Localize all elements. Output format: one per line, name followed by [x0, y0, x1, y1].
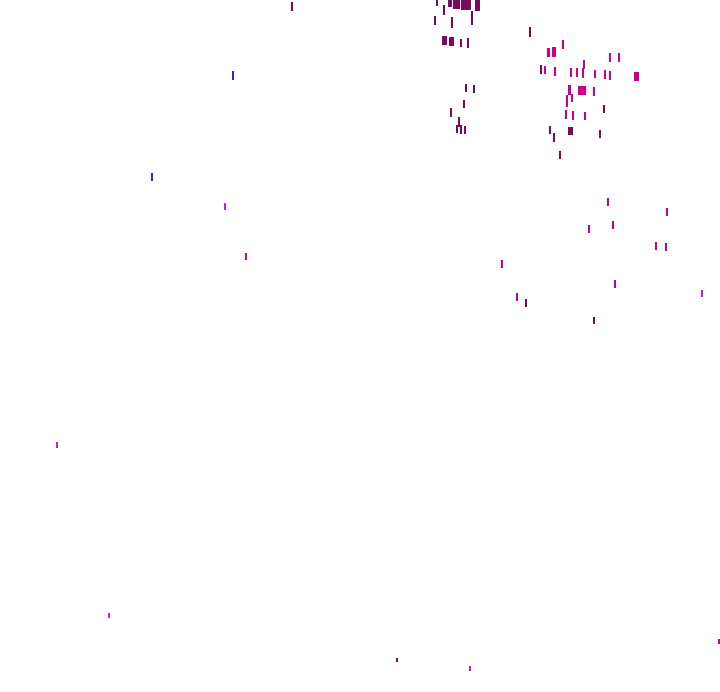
mark: [588, 225, 590, 233]
mark: [151, 173, 153, 181]
mark: [442, 36, 447, 45]
mark: [460, 125, 462, 134]
mark: [473, 85, 475, 93]
mark: [224, 203, 226, 210]
mark: [607, 198, 609, 206]
mark: [565, 110, 567, 119]
mark: [501, 260, 503, 268]
mark: [540, 65, 542, 74]
mark: [612, 221, 614, 229]
mark: [609, 53, 611, 62]
mark: [469, 666, 471, 671]
mark: [544, 66, 546, 74]
mark: [594, 70, 596, 78]
mark: [460, 39, 462, 47]
mark: [449, 37, 454, 46]
mark: [701, 290, 703, 297]
mark: [603, 105, 605, 113]
mark: [475, 0, 480, 11]
mark: [554, 67, 556, 76]
mark: [516, 293, 518, 301]
mark: [464, 126, 466, 134]
mark: [443, 5, 445, 15]
mark: [453, 0, 460, 9]
mark: [458, 117, 460, 127]
mark: [666, 208, 668, 216]
mark: [634, 72, 639, 81]
mark: [665, 243, 667, 251]
mark: [451, 17, 453, 28]
mark: [593, 317, 595, 324]
mark: [529, 27, 531, 37]
mark: [568, 85, 571, 95]
mark: [566, 95, 568, 107]
mark: [552, 47, 556, 57]
mark: [604, 70, 606, 79]
mark: [572, 111, 574, 120]
mark: [467, 38, 469, 48]
mark: [456, 125, 458, 133]
mark: [461, 0, 471, 10]
mark: [465, 84, 467, 92]
mark: [609, 71, 611, 80]
mark: [450, 108, 452, 117]
mark: [576, 68, 578, 77]
mark: [718, 639, 720, 644]
mark: [655, 242, 657, 250]
mark: [232, 71, 234, 80]
mark: [448, 0, 452, 7]
mark: [562, 40, 564, 49]
mark: [559, 151, 561, 159]
mark: [471, 11, 473, 25]
mark: [396, 658, 398, 662]
mark: [245, 253, 247, 260]
mark: [582, 68, 584, 78]
mark: [434, 16, 436, 25]
mark: [578, 86, 586, 95]
mark: [549, 126, 551, 134]
mark: [583, 60, 585, 69]
mark: [599, 130, 601, 138]
mark: [593, 87, 595, 96]
mark: [291, 2, 293, 11]
mark: [614, 280, 616, 288]
mark: [570, 68, 572, 77]
mark: [436, 0, 438, 6]
mark: [547, 48, 550, 57]
mark: [56, 442, 58, 448]
mark: [525, 299, 527, 307]
mark: [463, 100, 465, 108]
mark: [568, 127, 573, 135]
mark: [108, 613, 110, 618]
mark: [553, 133, 555, 142]
mark: [584, 112, 586, 120]
mark: [618, 53, 620, 62]
mark: [571, 94, 573, 102]
